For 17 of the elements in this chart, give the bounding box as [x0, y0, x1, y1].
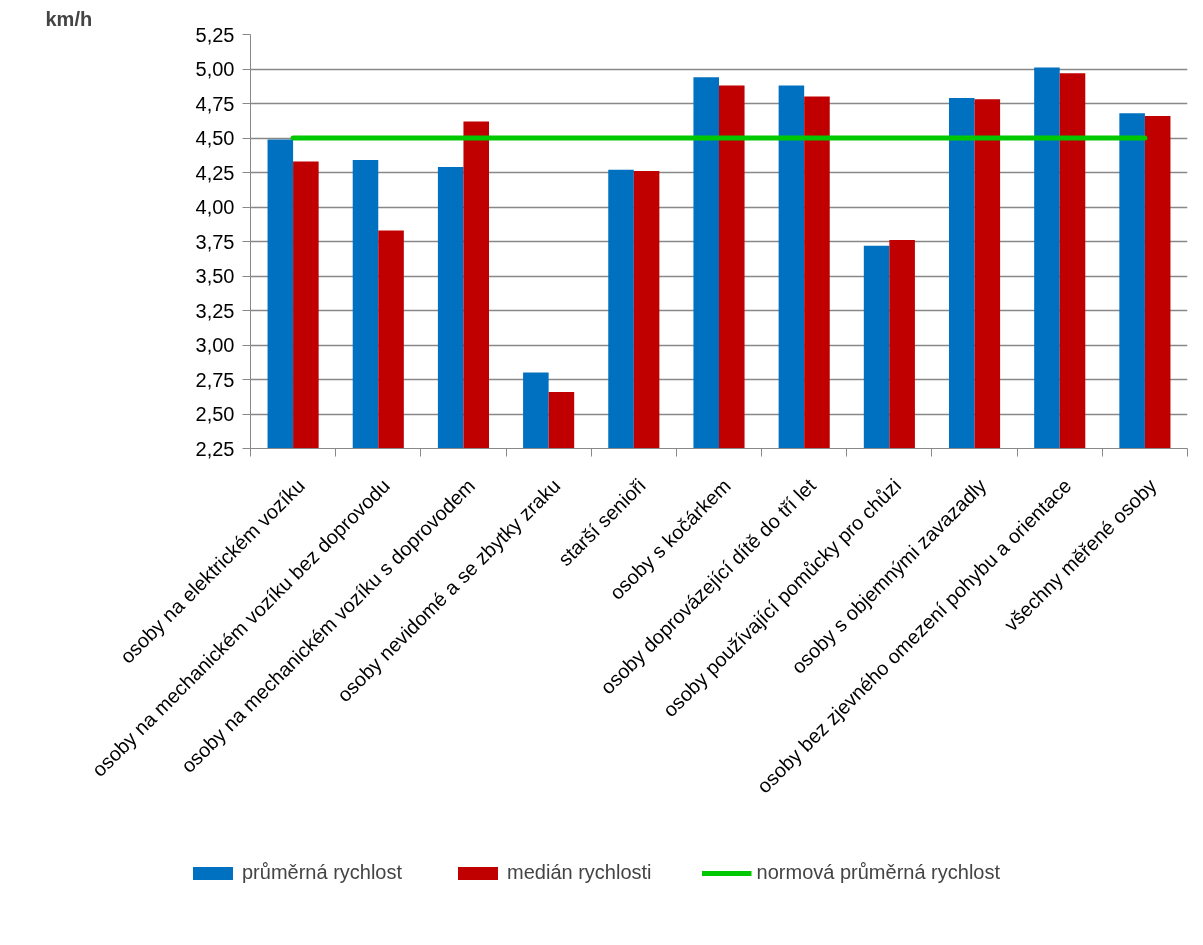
y-tick-label: 4,50	[195, 127, 235, 149]
y-tick-label: 4,25	[195, 161, 235, 184]
y-tick-label: 3,75	[195, 230, 235, 253]
legend-label: medián rychlosti	[507, 861, 652, 884]
y-axis-title: km/h	[45, 7, 93, 30]
y-tick-label: 3,25	[195, 299, 235, 322]
y-tick-label: 4,75	[195, 92, 235, 115]
y-tick-label: 5,00	[195, 58, 235, 80]
legend-label: průměrná rychlost	[241, 861, 403, 884]
y-tick-label: 4,00	[195, 196, 235, 218]
legend-label: normová průměrná rychlost	[756, 861, 1001, 884]
y-tick-label: 3,00	[195, 334, 235, 356]
y-tick-label: 2,50	[195, 403, 235, 425]
y-tick-label: 3,50	[195, 265, 235, 287]
y-tick-label: 2,75	[195, 368, 235, 391]
y-tick-label: 2,25	[195, 437, 235, 460]
y-tick-label: 5,25	[195, 23, 235, 46]
